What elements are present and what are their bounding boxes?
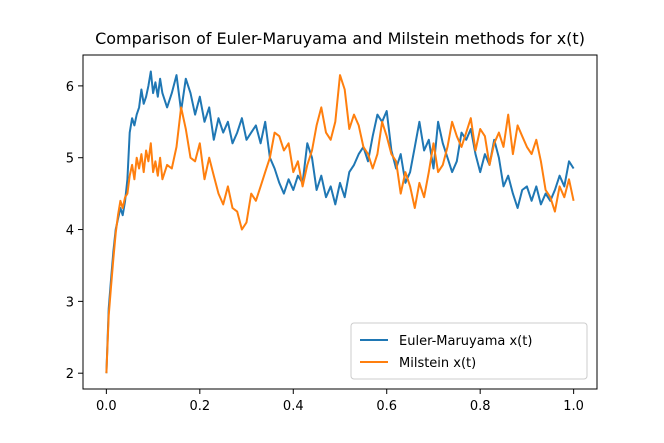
- x-tick-label: 0.6: [376, 399, 397, 414]
- x-axis: 0.0 0.2 0.4 0.6 0.8 1.0: [96, 389, 584, 414]
- series-line-2: [105, 74, 575, 374]
- legend-label-2: Milstein x(t): [399, 356, 476, 371]
- x-tick-label: 0.2: [189, 399, 210, 414]
- legend-label-1: Euler-Maruyama x(t): [399, 334, 532, 349]
- y-axis: 2 3 4 5 6: [66, 80, 83, 382]
- legend-box: [350, 322, 588, 380]
- axes-frame: [82, 54, 598, 390]
- y-tick-label: 6: [66, 80, 74, 95]
- y-tick-label: 2: [66, 367, 74, 382]
- x-tick-label: 1.0: [563, 399, 584, 414]
- x-tick-label: 0.8: [470, 399, 491, 414]
- x-tick-label: 0.4: [283, 399, 304, 414]
- plot-area: [82, 54, 598, 390]
- x-tick-label: 0.0: [96, 399, 117, 414]
- legend: Euler-Maruyama x(t) Milstein x(t): [350, 322, 588, 380]
- y-tick-label: 3: [66, 295, 74, 310]
- chart-title: Comparison of Euler-Maruyama and Milstei…: [95, 29, 585, 48]
- y-tick-label: 4: [66, 224, 74, 239]
- y-tick-label: 5: [66, 152, 74, 167]
- series-line-1: [105, 70, 575, 374]
